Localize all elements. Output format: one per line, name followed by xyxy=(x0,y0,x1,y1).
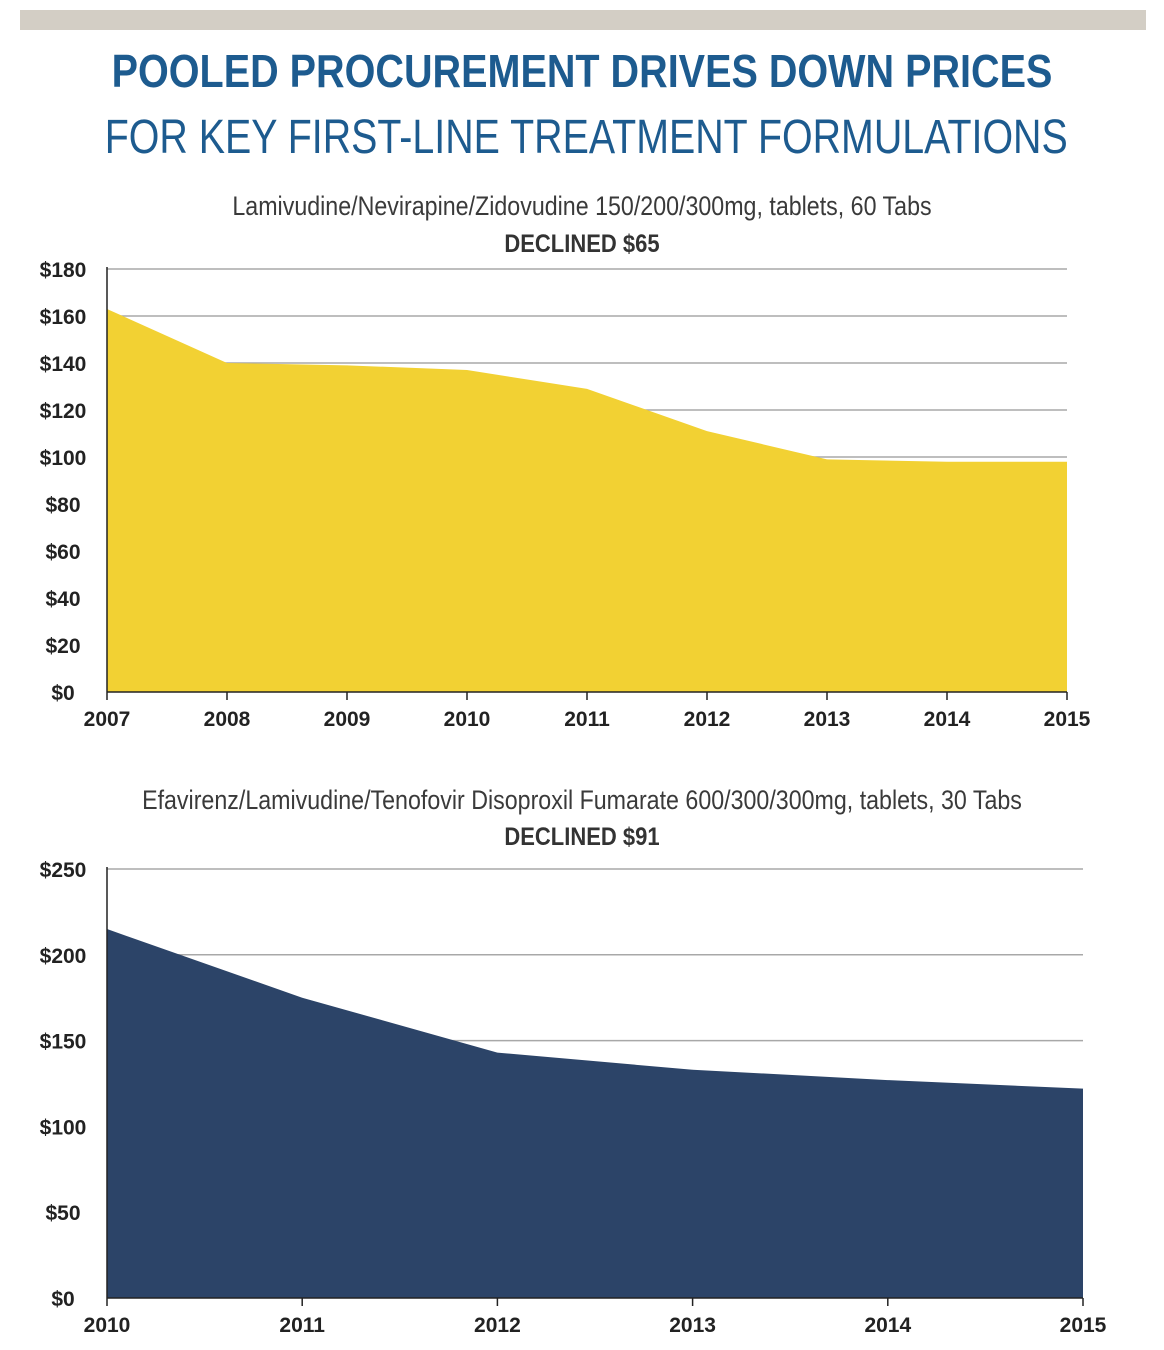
chart2-xtick-label: 2012 xyxy=(474,1314,521,1337)
chart2-area-series xyxy=(107,929,1083,1298)
chart2-xtick-label: 2010 xyxy=(84,1314,131,1337)
chart2-subtitle: DECLINED $91 xyxy=(504,823,660,851)
chart1-svg: $0 $20 $40 $60 $80 $100 $120 $140 $160 $180 2007 20… xyxy=(40,259,1091,731)
chart1-subtitle: DECLINED $65 xyxy=(504,230,660,258)
chart2-xtick-label: 2015 xyxy=(1060,1314,1107,1337)
chart1-title: Lamivudine/Nevirapine/Zidovudine 150/200… xyxy=(232,191,932,221)
chart1-ytick-label: $100 xyxy=(40,447,87,470)
chart2-ytick-label: $200 xyxy=(40,945,87,968)
chart1-xtick-label: 2012 xyxy=(684,708,731,731)
chart1-xtick-label: 2008 xyxy=(204,708,251,731)
chart1-xtick-label: 2007 xyxy=(84,708,131,731)
chart2-svg: $0 $50 $100 $150 $200 $250 2010 2011 2012 2013 201… xyxy=(40,859,1107,1337)
chart1-xtick-label: 2011 xyxy=(564,708,610,731)
chart1-xtick-label: 2009 xyxy=(324,708,371,731)
chart1-ytick-label: $80 xyxy=(45,494,80,517)
chart1-xtick-label: 2013 xyxy=(804,708,851,731)
chart2-title: Efavirenz/Lamivudine/Tenofovir Disoproxi… xyxy=(142,785,1022,815)
chart1-ytick-label: $160 xyxy=(40,306,87,329)
chart2-ytick-label: $0 xyxy=(51,1288,74,1311)
chart1-ytick-label: $40 xyxy=(45,588,80,611)
chart2-xtick-label: 2011 xyxy=(279,1314,325,1337)
chart2-ytick-label: $250 xyxy=(40,859,87,882)
chart1-xtick-label: 2014 xyxy=(924,708,971,731)
chart1-xtick-label: 2015 xyxy=(1044,708,1091,731)
page-headline: POOLED PROCUREMENT DRIVES DOWN PRICES xyxy=(111,45,1053,97)
page-subheadline: FOR KEY FIRST-LINE TREATMENT FORMULATION… xyxy=(104,111,1068,164)
chart2-xtick-label: 2013 xyxy=(669,1314,716,1337)
chart1-ytick-label: $0 xyxy=(51,682,74,705)
chart2-ytick-label: $100 xyxy=(40,1116,87,1139)
chart1-ytick-label: $120 xyxy=(40,400,87,423)
chart2-ytick-label: $50 xyxy=(45,1202,80,1225)
chart2-xtick-label: 2014 xyxy=(864,1314,911,1337)
chart1-area-series xyxy=(107,308,1067,692)
chart1-ytick-label: $140 xyxy=(40,353,87,376)
chart1-ytick-label: $180 xyxy=(40,259,87,282)
chart1-ytick-label: $20 xyxy=(45,635,80,658)
chart2-ytick-label: $150 xyxy=(40,1031,87,1054)
chart1-xtick-label: 2010 xyxy=(444,708,491,731)
chart1-ytick-label: $60 xyxy=(45,541,80,564)
top-accent-bar xyxy=(20,10,1146,30)
